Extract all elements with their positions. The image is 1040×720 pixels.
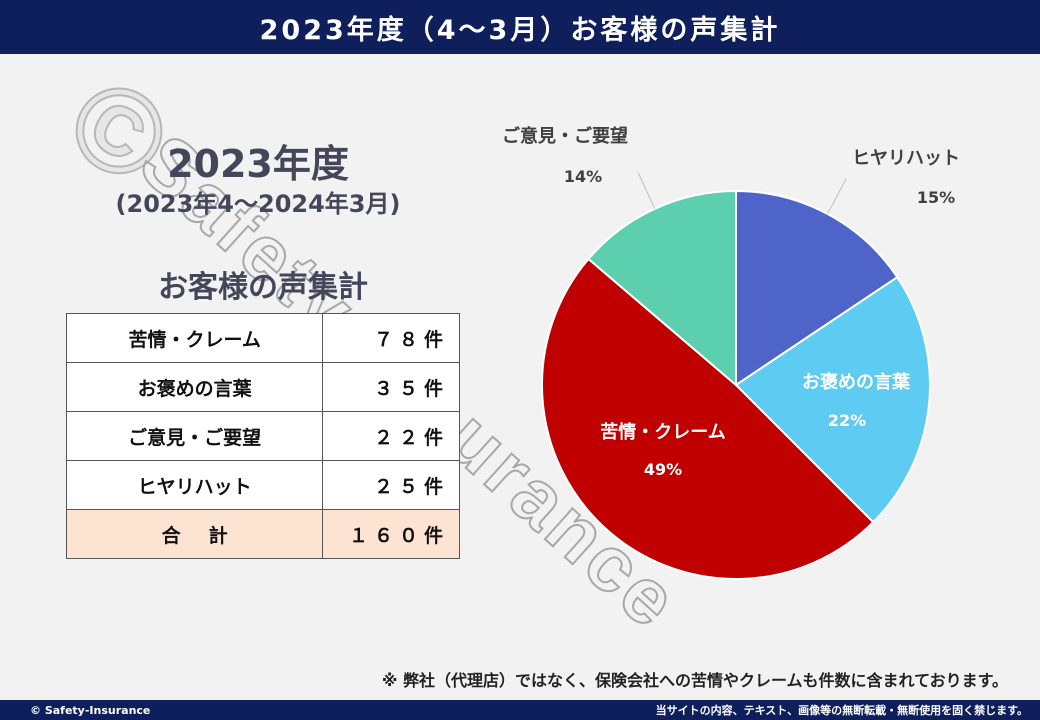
table-row: 苦情・クレーム ７８件 — [65, 313, 460, 363]
count-cell: ２５件 — [322, 460, 460, 510]
table-row: お褒めの言葉 ３５件 — [65, 362, 460, 412]
footer-notice: 当サイトの内容、テキスト、画像等の無断転載・無断使用を固く禁じます。 — [655, 704, 1028, 717]
pie-slice — [734, 275, 931, 524]
pie-slice — [587, 189, 737, 388]
category-cell: 苦情・クレーム — [65, 313, 324, 363]
pie-chart: ヒヤリハット 15% お褒めの言葉 22% 苦情・クレーム 49% ご意見・ご要望 14% — [502, 125, 960, 580]
total-row: 合計 １６０件 — [65, 509, 460, 559]
footer-copyright: © Safety-Insurance — [30, 703, 151, 717]
slice-percent-label: 15% — [917, 188, 955, 207]
total-count-cell: １６０件 — [322, 509, 460, 559]
slice-category-label: ご意見・ご要望 — [502, 125, 628, 147]
count-cell: ７８件 — [322, 313, 460, 363]
slice-category-label: ヒヤリハット — [852, 148, 960, 169]
table-row: ヒヤリハット ２５件 — [65, 460, 460, 510]
footnote: ※ 弊社（代理店）ではなく、保険会社への苦情やクレームも件数に含まれております。 — [381, 671, 1008, 690]
fiscal-year-title: 2023年度 — [167, 142, 349, 186]
footer-bar: © Safety-Insurance 当サイトの内容、テキスト、画像等の無断転載… — [0, 700, 1040, 720]
total-label-cell: 合計 — [65, 509, 324, 559]
fiscal-year-period: (2023年4～2024年3月) — [115, 190, 401, 218]
title-bar: 2023年度（4～3月）お客様の声集計 — [0, 0, 1040, 54]
category-cell: お褒めの言葉 — [65, 362, 324, 412]
table-row: ご意見・ご要望 ２２件 — [65, 411, 460, 461]
count-cell: ３５件 — [322, 362, 460, 412]
slice-category-label: お褒めの言葉 — [802, 371, 911, 393]
category-cell: ご意見・ご要望 — [65, 411, 324, 461]
page-title: 2023年度（4～3月）お客様の声集計 — [259, 14, 781, 46]
slice-percent-label: 49% — [644, 460, 682, 479]
summary-heading: お客様の声集計 — [158, 270, 368, 305]
slice-category-label: 苦情・クレーム — [600, 421, 725, 443]
slice-percent-label: 22% — [828, 411, 866, 430]
summary-table: 苦情・クレーム ７８件 お褒めの言葉 ３５件 ご意見・ご要望 ２２件 ヒヤリハッ… — [65, 313, 460, 559]
category-cell: ヒヤリハット — [65, 460, 324, 510]
pie-slice — [540, 257, 875, 580]
pie-slice — [735, 189, 899, 387]
leader-line — [827, 178, 847, 215]
slice-percent-label: 14% — [564, 167, 602, 186]
leader-line — [637, 172, 656, 210]
count-cell: ２２件 — [322, 411, 460, 461]
